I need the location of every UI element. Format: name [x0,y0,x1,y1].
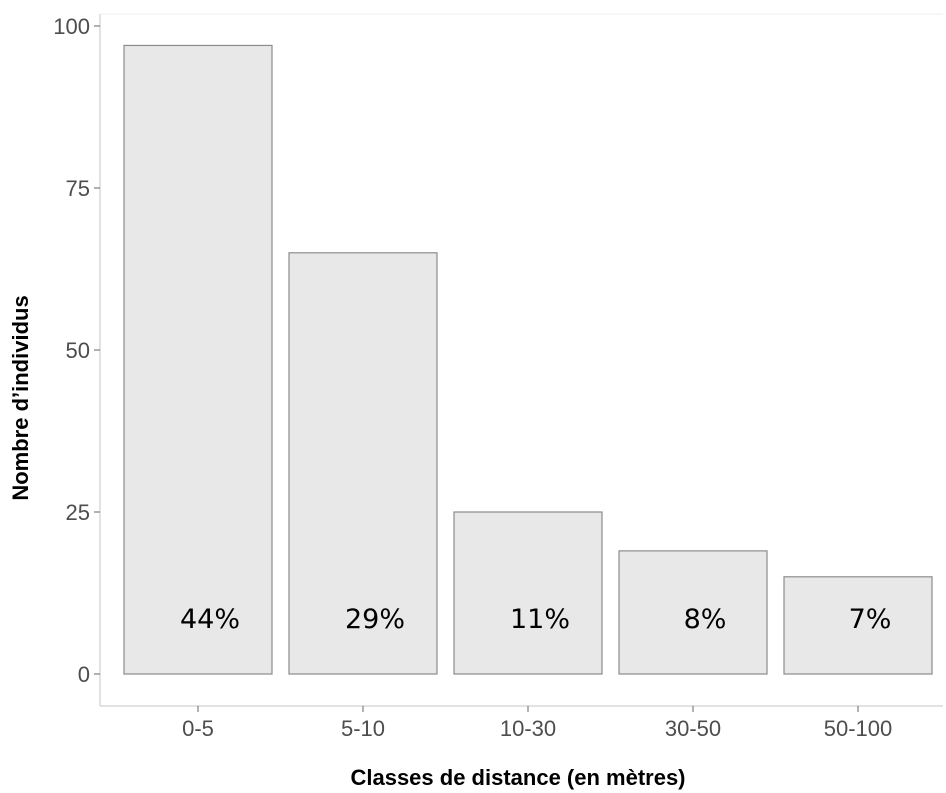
bar-50-100 [783,576,933,675]
y-tick-label: 0 [78,662,90,687]
bar-5-10 [288,252,438,675]
y-tick-label: 75 [66,176,90,201]
x-tick-label: 0-5 [182,716,214,741]
y-tick-label: 100 [53,14,90,39]
bar-data-label: 29% [345,604,405,635]
plot-area [99,13,943,707]
x-tick-label: 5-10 [341,716,385,741]
bars [123,44,933,675]
bar-data-label: 44% [180,604,240,635]
bar-30-50 [618,550,768,675]
x-axis: 0-5 5-10 10-30 30-50 50-100 [182,706,892,741]
y-axis-title: Nombre d’individus [8,295,33,500]
bar-data-label: 7% [849,604,892,635]
x-axis-title: Classes de distance (en mètres) [350,765,685,790]
bar-0-5 [123,44,273,675]
bar-data-label: 8% [684,604,727,635]
bar-data-label: 11% [510,604,570,635]
x-tick-label: 50-100 [824,716,893,741]
bar-10-30 [453,511,603,675]
x-tick-label: 30-50 [665,716,721,741]
y-tick-label: 25 [66,500,90,525]
x-tick-label: 10-30 [500,716,556,741]
bar-data-labels: 44% 29% 11% 8% 7% [180,604,891,635]
y-tick-label: 50 [66,338,90,363]
y-axis: 0 25 50 75 100 [53,14,100,687]
